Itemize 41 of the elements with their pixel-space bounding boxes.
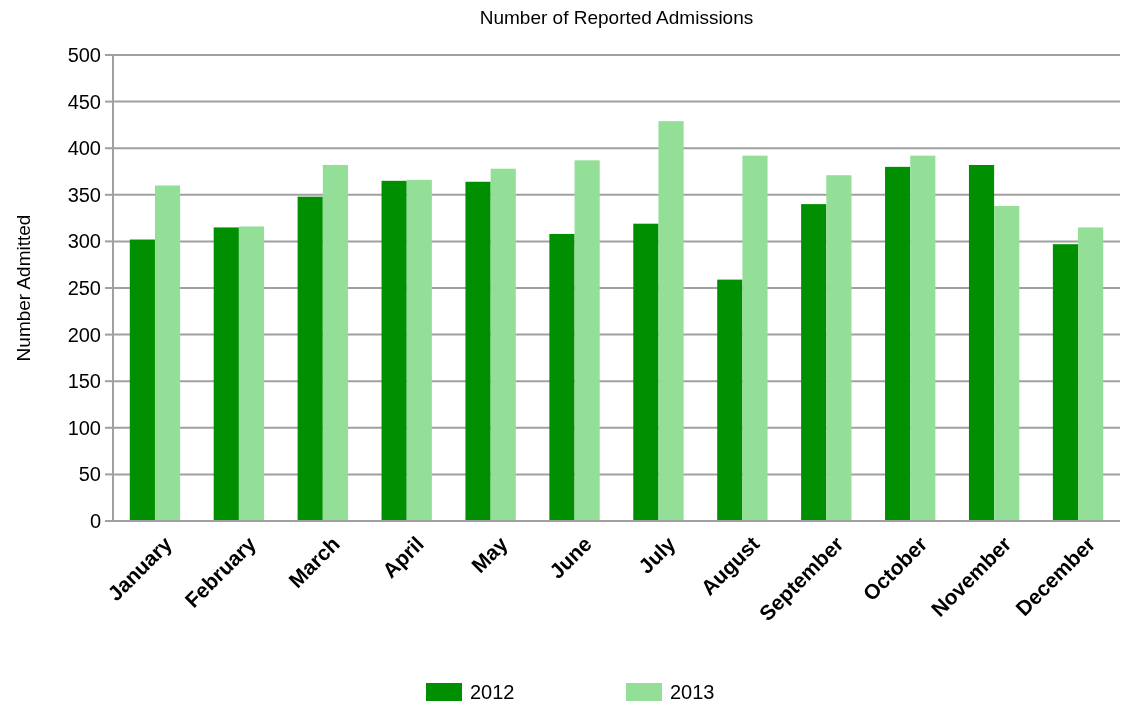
x-tick-label: July — [633, 531, 680, 578]
bar — [910, 155, 936, 521]
bar — [968, 164, 995, 521]
y-tick-label: 350 — [67, 183, 101, 206]
bar — [826, 175, 852, 521]
bar — [238, 226, 265, 521]
bar — [742, 155, 768, 521]
y-tick-label: 450 — [67, 90, 101, 113]
bar — [717, 279, 743, 521]
y-axis-title: Number Admitted — [13, 214, 34, 362]
bar — [549, 233, 575, 521]
y-tick-label: 250 — [67, 277, 101, 299]
bar — [465, 181, 491, 521]
y-tick-label: 50 — [78, 463, 101, 486]
bar — [994, 205, 1020, 521]
bar — [322, 164, 348, 521]
bar — [658, 121, 684, 521]
bar — [633, 223, 659, 521]
legend-label: 2012 — [470, 681, 515, 703]
y-tick-label: 300 — [67, 230, 101, 253]
bar — [213, 227, 239, 521]
y-tick-label: 400 — [67, 137, 101, 160]
y-tick-label: 100 — [67, 416, 101, 439]
x-tick-label: May — [466, 531, 513, 578]
bar — [129, 239, 155, 521]
chart-title: Number of Reported Admissions — [479, 7, 754, 28]
y-tick-label: 200 — [67, 323, 101, 346]
bar — [1078, 227, 1104, 521]
bar — [574, 160, 600, 521]
bar — [154, 185, 181, 521]
legend-label: 2013 — [670, 681, 715, 703]
bar — [297, 196, 323, 521]
bar — [490, 168, 516, 521]
bar — [801, 204, 827, 521]
bar — [885, 166, 911, 521]
bar — [406, 179, 432, 521]
bar — [381, 180, 407, 521]
y-tick-label: 0 — [89, 510, 101, 532]
bar — [1052, 244, 1079, 521]
y-tick-label: 150 — [67, 370, 101, 393]
y-tick-label: 500 — [67, 44, 101, 66]
